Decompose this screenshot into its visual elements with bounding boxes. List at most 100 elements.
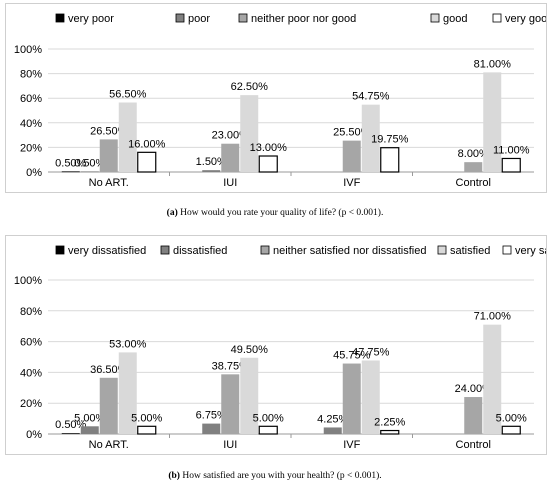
bar-noart-2	[99, 139, 118, 172]
caption-text: How satisfied are you with your health? …	[179, 471, 382, 481]
bar-control-2	[464, 162, 483, 172]
bar-noart-2	[99, 377, 118, 434]
bar-iui-1	[202, 423, 221, 434]
legend-label-3: satisfied	[450, 245, 490, 257]
y-tick-label: 100%	[14, 275, 42, 287]
chart-caption-a: (a) How would you rate your quality of l…	[0, 208, 550, 218]
legend-swatch-1	[175, 13, 185, 23]
legend-label-2: neither satisfied nor dissatisfied	[273, 245, 426, 257]
bar-noart-3	[118, 352, 137, 434]
data-label: 0.50%	[55, 419, 86, 431]
bar-noart-3	[118, 102, 137, 172]
x-tick-label: IUI	[223, 439, 237, 451]
data-label: 24.00%	[455, 383, 493, 395]
data-label: 54.75%	[352, 91, 390, 103]
bar-control-3	[483, 72, 502, 172]
y-tick-label: 20%	[20, 398, 42, 410]
data-label: 26.50%	[90, 125, 128, 137]
data-label: 1.50%	[196, 156, 227, 168]
chart-frame-a: very poor poor neither poor nor good good ve…	[5, 3, 550, 193]
y-tick-label: 0%	[26, 167, 42, 179]
y-tick-label: 80%	[20, 69, 42, 81]
data-label: 23.00%	[212, 130, 250, 142]
bar-control-4	[501, 157, 521, 173]
data-label: 53.00%	[109, 338, 147, 350]
bar-noart-4	[137, 151, 157, 173]
bar-iui-3	[240, 357, 259, 434]
bar-iui-4	[258, 155, 278, 173]
bar-chart-a: very poor poor neither poor nor good good ve…	[14, 13, 550, 189]
legend-swatch-2	[238, 13, 248, 23]
bar-ivf-2	[342, 363, 361, 434]
caption-text: How would you rate your quality of life?…	[177, 208, 384, 218]
y-tick-label: 20%	[20, 142, 42, 154]
y-tick-label: 60%	[20, 337, 42, 349]
data-label: 0.50%	[55, 157, 86, 169]
x-tick-label: Control	[456, 439, 491, 451]
y-tick-label: 0%	[26, 429, 42, 441]
caption-label: (b)	[168, 471, 180, 481]
data-label: 47.75%	[352, 346, 390, 358]
data-label: 25.50%	[333, 127, 371, 139]
y-tick-label: 60%	[20, 93, 42, 105]
data-label: 36.50%	[90, 364, 128, 376]
caption-label: (a)	[166, 208, 178, 218]
data-label: 4.25%	[317, 413, 348, 425]
data-label: 5.00%	[496, 412, 527, 424]
bar-iui-2	[221, 374, 240, 434]
legend-swatch-2	[260, 245, 270, 255]
data-label: 8.00%	[458, 148, 489, 160]
legend-label-1: poor	[188, 13, 210, 25]
y-tick-label: 40%	[20, 367, 42, 379]
x-tick-label: IVF	[343, 177, 360, 189]
legend-swatch-0	[55, 13, 65, 23]
bar-ivf-4	[380, 429, 400, 435]
data-label: 81.00%	[474, 58, 512, 70]
x-tick-label: Control	[456, 177, 491, 189]
bar-iui-2	[221, 143, 240, 172]
data-label: 62.50%	[231, 81, 269, 93]
y-tick-label: 100%	[14, 44, 42, 56]
bar-noart-4	[137, 425, 157, 435]
bar-noart-0	[61, 171, 80, 173]
data-label: 5.00%	[131, 412, 162, 424]
bar-noart-1	[80, 426, 99, 434]
bar-noart-1	[80, 171, 99, 173]
bar-iui-4	[258, 425, 278, 435]
data-label: 6.75%	[196, 410, 227, 422]
legend-label-3: good	[443, 13, 467, 25]
legend-label-4: very good	[505, 13, 546, 25]
bar-control-4	[501, 425, 521, 435]
bar-ivf-4	[380, 147, 400, 173]
bar-chart-b: very dissatisfied dissatisfied neither sat…	[14, 245, 550, 451]
bar-iui-3	[240, 95, 259, 172]
data-label: 16.00%	[128, 138, 166, 150]
bar-noart-0	[61, 433, 80, 435]
data-label: 11.00%	[493, 144, 530, 156]
data-label: 5.00%	[253, 412, 284, 424]
chart-caption-b: (b) How satisfied are you with your heal…	[0, 471, 550, 481]
bar-control-2	[464, 397, 483, 434]
y-tick-label: 80%	[20, 306, 42, 318]
legend-label-1: dissatisfied	[173, 245, 227, 257]
legend-swatch-3	[437, 245, 447, 255]
bar-ivf-2	[342, 140, 361, 172]
data-label: 13.00%	[250, 142, 288, 154]
legend-swatch-1	[160, 245, 170, 255]
bar-ivf-3	[361, 104, 380, 172]
legend-swatch-0	[55, 245, 65, 255]
data-label: 38.75%	[212, 360, 250, 372]
data-label: 2.25%	[374, 417, 405, 429]
legend-label-4: very satisfied	[515, 245, 546, 257]
data-label: 56.50%	[109, 89, 147, 101]
legend-swatch-4	[492, 13, 502, 23]
x-tick-label: No ART.	[89, 439, 129, 451]
legend-label-0: very dissatisfied	[68, 245, 146, 257]
data-label: 5.00%	[74, 412, 105, 424]
bar-ivf-3	[361, 360, 380, 434]
legend-swatch-3	[430, 13, 440, 23]
data-label: 0.50%	[74, 157, 105, 169]
data-label: 49.50%	[231, 344, 269, 356]
data-label: 45.75%	[333, 350, 371, 362]
legend-swatch-4	[502, 245, 512, 255]
